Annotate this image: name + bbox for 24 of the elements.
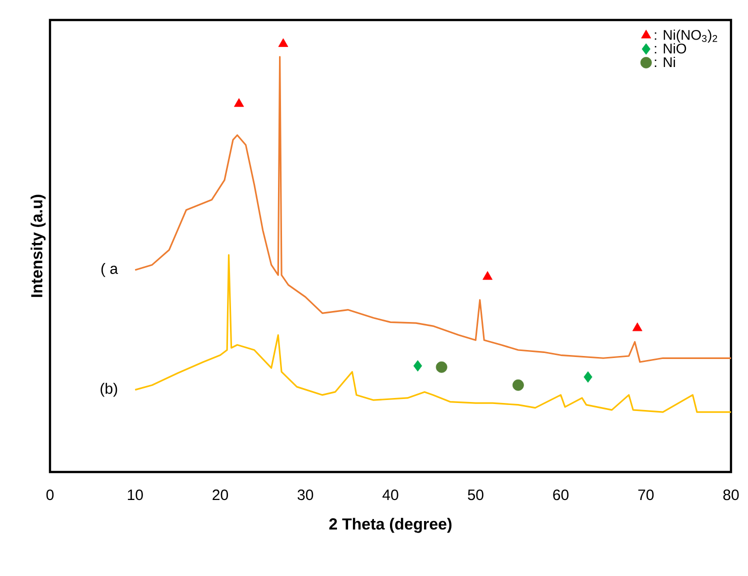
x-tick-label: 20 <box>212 490 228 500</box>
point <box>234 98 244 107</box>
annotation: ( a <box>101 262 118 277</box>
point <box>584 371 592 383</box>
x-tick-label: 10 <box>128 490 143 500</box>
point <box>512 379 524 391</box>
x-tick-label: 40 <box>382 490 398 500</box>
legend-label: : Ni(NO$_{3}$)$_{2}$ <box>654 30 718 43</box>
legend-label: : Ni <box>654 56 675 67</box>
point <box>482 271 493 280</box>
x-tick-label: 50 <box>468 490 484 500</box>
y-axis-title: Intensity (a.u) <box>30 194 46 297</box>
x-tick-label: 30 <box>298 490 314 500</box>
annotation: (b) <box>100 382 118 397</box>
x-tick-label: 0 <box>46 490 54 500</box>
point <box>632 322 642 332</box>
point <box>413 360 422 372</box>
legend-label: : NiO <box>654 43 686 54</box>
x-tick-label: 80 <box>723 490 739 500</box>
x-axis-title: 2 Theta (degree) <box>329 518 452 533</box>
x-tick-label: 70 <box>638 490 654 500</box>
point <box>278 38 288 47</box>
point <box>436 361 448 373</box>
x-tick-label: 60 <box>553 490 568 500</box>
